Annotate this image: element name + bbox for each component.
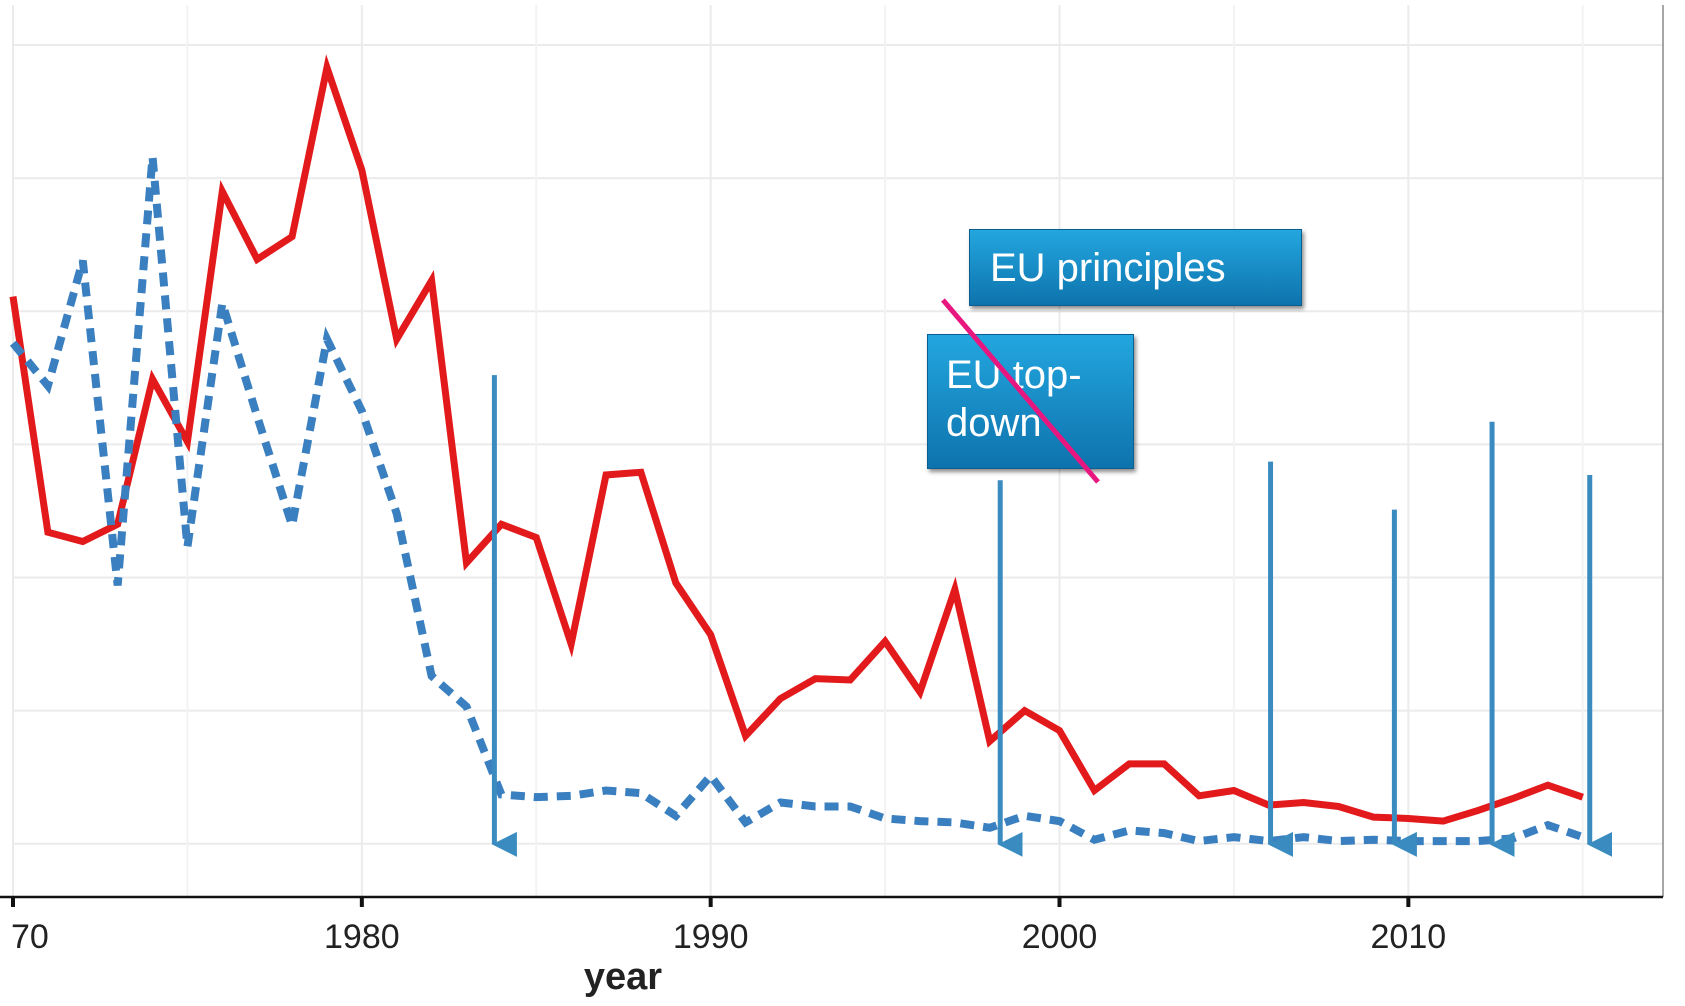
series-line xyxy=(9,54,1584,825)
x-tick-label: 1990 xyxy=(673,918,749,956)
x-tick-label: 1980 xyxy=(324,918,400,956)
x-tick-label: 2000 xyxy=(1022,918,1098,956)
x-tick-label: 2010 xyxy=(1371,918,1447,956)
annotation-box: EU principles xyxy=(969,229,1302,306)
annotation-box: EU top-down xyxy=(927,334,1134,469)
x-tick-label: 70 xyxy=(11,918,49,956)
x-axis-label: year xyxy=(584,956,662,998)
series-line xyxy=(9,156,1585,846)
